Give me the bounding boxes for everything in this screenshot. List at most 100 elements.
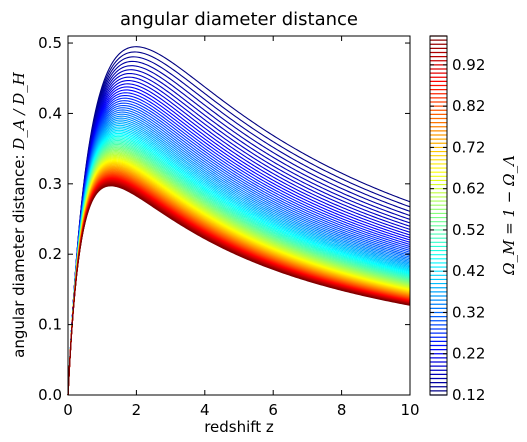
series-line xyxy=(67,165,411,396)
series-line xyxy=(67,131,411,396)
series-line xyxy=(67,109,411,396)
colorbar-tick-label: 0.62 xyxy=(452,180,485,198)
series-line xyxy=(67,152,411,396)
series-line xyxy=(67,83,411,396)
series-line xyxy=(67,146,411,396)
series-line xyxy=(67,123,411,396)
series-line xyxy=(67,129,411,396)
series-line xyxy=(67,149,411,396)
series-line xyxy=(67,165,411,396)
colorbar-tick-label: 0.52 xyxy=(452,221,485,239)
colorbar-tick-label: 0.32 xyxy=(452,303,485,321)
series-line xyxy=(67,137,411,396)
colorbar-tick-label: 0.72 xyxy=(452,138,485,156)
series-line xyxy=(67,141,411,396)
y-axis-label: angular diameter distance: D_A / D_H xyxy=(10,71,28,358)
series-line xyxy=(67,97,411,396)
svg-text:angular diameter distance: D_A: angular diameter distance: D_A / D_H xyxy=(10,71,28,358)
series-line xyxy=(67,154,411,396)
series-line xyxy=(67,134,411,396)
series-line xyxy=(67,142,411,396)
colorbar-ticks: 0.12 0.22 0.32 0.42 0.52 0.62 0.72 0.82 0.92 xyxy=(430,56,485,404)
plot-frame xyxy=(67,35,411,396)
series-line xyxy=(67,115,411,396)
x-tick-label: 2 xyxy=(132,401,142,419)
series-line xyxy=(67,153,411,396)
series-line xyxy=(67,119,411,396)
colorbar-tick-label: 0.82 xyxy=(452,97,485,115)
series-line xyxy=(67,69,411,396)
x-tick-label: 4 xyxy=(200,401,210,419)
series-line xyxy=(67,164,411,396)
series-line xyxy=(67,56,411,396)
y-tick-label: 0.2 xyxy=(38,245,62,263)
series-line xyxy=(67,162,411,396)
series-line xyxy=(67,60,411,396)
series-line xyxy=(67,138,411,396)
x-tick-label: 6 xyxy=(268,401,278,419)
series-line xyxy=(67,132,411,396)
series-line xyxy=(67,135,411,396)
series-line xyxy=(67,156,411,396)
colorbar-label: Ω_M = 1 − Ω_Λ xyxy=(500,155,518,276)
y-axis-label-text: angular diameter distance: xyxy=(10,150,28,358)
x-axis-label: redshift z xyxy=(204,418,274,436)
colorbar-tick-label: 0.42 xyxy=(452,262,485,280)
series-line xyxy=(67,111,411,396)
series-line xyxy=(67,158,411,396)
series-line xyxy=(67,107,411,396)
x-axis-ticks: 0 2 4 6 8 10 xyxy=(63,36,420,419)
series-line xyxy=(67,147,411,396)
series-line xyxy=(67,139,411,396)
colorbar-tick-label: 0.22 xyxy=(452,345,485,363)
series-line xyxy=(67,46,411,396)
series-line xyxy=(67,151,411,396)
series-line xyxy=(67,51,411,396)
series-line xyxy=(67,185,411,396)
x-tick-label: 10 xyxy=(400,401,419,419)
colorbar-frame xyxy=(429,35,448,396)
series-line xyxy=(67,124,411,396)
series-line xyxy=(67,89,411,396)
series-line xyxy=(67,80,411,396)
x-tick-label: 0 xyxy=(63,401,73,419)
colorbar: 0.12 0.22 0.32 0.42 0.52 0.62 0.72 0.82 0.92 Ω_M… xyxy=(429,35,518,404)
series-line xyxy=(67,72,411,396)
colorbar-tick-label: 0.92 xyxy=(452,56,485,74)
series-line xyxy=(67,166,411,396)
series-line xyxy=(67,161,411,396)
series-line xyxy=(67,92,411,396)
series-line xyxy=(67,148,411,396)
plot-area: 0 2 4 6 8 10 0.0 0.1 0.2 0.3 0.4 0.5 xyxy=(38,34,419,419)
y-tick-label: 0.3 xyxy=(38,175,62,193)
series-line xyxy=(67,86,411,396)
series-line xyxy=(67,155,411,396)
y-tick-label: 0.4 xyxy=(38,104,62,122)
y-axis-ticks: 0.0 0.1 0.2 0.3 0.4 0.5 xyxy=(38,34,410,404)
series-line xyxy=(67,163,411,396)
y-tick-label: 0.0 xyxy=(38,386,62,404)
series-line xyxy=(67,104,411,396)
series-line xyxy=(67,100,411,396)
y-tick-label: 0.1 xyxy=(38,316,62,334)
series-lines xyxy=(67,46,411,396)
y-tick-label: 0.5 xyxy=(38,34,62,52)
y-axis-label-math: D_A / D_H xyxy=(10,71,28,150)
series-line xyxy=(67,159,411,396)
series-line xyxy=(67,76,411,396)
series-line xyxy=(67,160,411,396)
series-line xyxy=(67,113,411,396)
series-line xyxy=(67,143,411,396)
colorbar-tick-label: 0.12 xyxy=(452,386,485,404)
series-line xyxy=(67,126,411,396)
x-tick-label: 8 xyxy=(337,401,347,419)
chart-title: angular diameter distance xyxy=(120,9,358,30)
series-line xyxy=(67,128,411,396)
colorbar-background xyxy=(430,36,447,395)
series-line xyxy=(67,167,411,396)
series-line xyxy=(67,94,411,396)
series-line xyxy=(67,102,411,396)
series-line xyxy=(67,121,411,396)
series-line xyxy=(67,65,411,396)
